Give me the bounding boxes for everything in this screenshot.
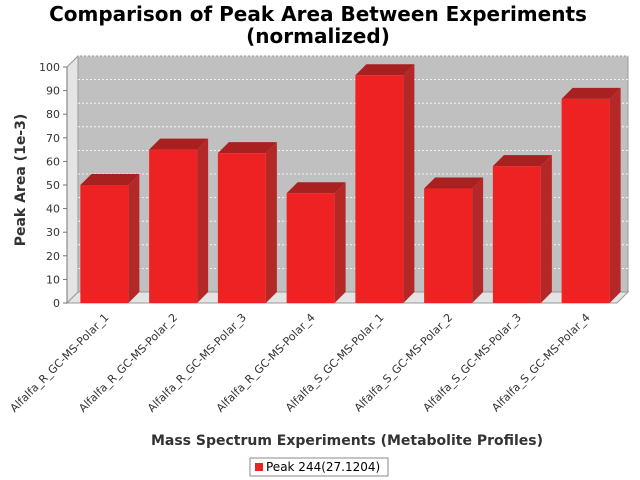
y-tick-label: 20 [46, 250, 60, 263]
bar-top [561, 87, 621, 99]
bar-side [403, 64, 415, 303]
bar [355, 64, 415, 303]
y-tick-label: 70 [46, 132, 60, 145]
bar-side [540, 155, 552, 303]
bar-side [609, 87, 621, 303]
bar-front [561, 98, 610, 303]
bar [286, 182, 346, 303]
bar-top [217, 142, 277, 154]
y-tick-label: 40 [46, 203, 60, 216]
bar-side [334, 182, 346, 303]
bar-front [355, 75, 404, 303]
bar-front [492, 166, 541, 303]
y-tick-label: 30 [46, 226, 60, 239]
chart-subtitle: (normalized) [246, 24, 390, 48]
bar-side [128, 174, 140, 303]
bar-front [424, 188, 473, 303]
bar [217, 142, 277, 303]
legend-box [249, 457, 389, 477]
y-tick-label: 10 [46, 273, 60, 286]
bar-side [197, 138, 209, 303]
bar [80, 174, 140, 303]
bar-front [80, 185, 129, 303]
legend: Peak 244(27.1204) [249, 457, 389, 477]
legend-entry: Peak 244(27.1204) [266, 460, 380, 474]
bar-top [492, 155, 552, 167]
bar-front [217, 153, 266, 303]
bar-top [149, 138, 209, 150]
bar-top [355, 64, 415, 76]
legend-swatch [255, 463, 263, 471]
y-axis: 0 10 20 30 40 50 60 70 80 90 100 [39, 61, 68, 310]
y-tick-label: 80 [46, 108, 60, 121]
bar [561, 87, 621, 303]
y-tick-label: 50 [46, 179, 60, 192]
bar-top [80, 174, 140, 185]
y-tick-label: 100 [39, 61, 60, 74]
x-axis-label: Mass Spectrum Experiments (Metabolite Pr… [151, 433, 543, 449]
y-axis-label: Peak Area (1e-3) [13, 114, 29, 247]
bar-side [265, 142, 277, 303]
bar-front [286, 193, 335, 303]
bars [80, 64, 621, 303]
y-tick-label: 90 [46, 85, 60, 98]
x-axis: Alfalfa_R_GC-MS-Polar_1Alfalfa_R_GC-MS-P… [8, 311, 593, 415]
bar-top [286, 182, 346, 194]
bar-side [472, 177, 484, 303]
bar-top [424, 177, 484, 189]
y-tick-label: 60 [46, 155, 60, 168]
bar [424, 177, 484, 303]
bar [492, 155, 552, 303]
left-wall [66, 54, 79, 305]
y-tick-label: 0 [53, 297, 60, 310]
bar-front [149, 149, 198, 303]
chart-title: Comparison of Peak Area Between Experime… [49, 2, 587, 26]
bar [149, 138, 209, 303]
